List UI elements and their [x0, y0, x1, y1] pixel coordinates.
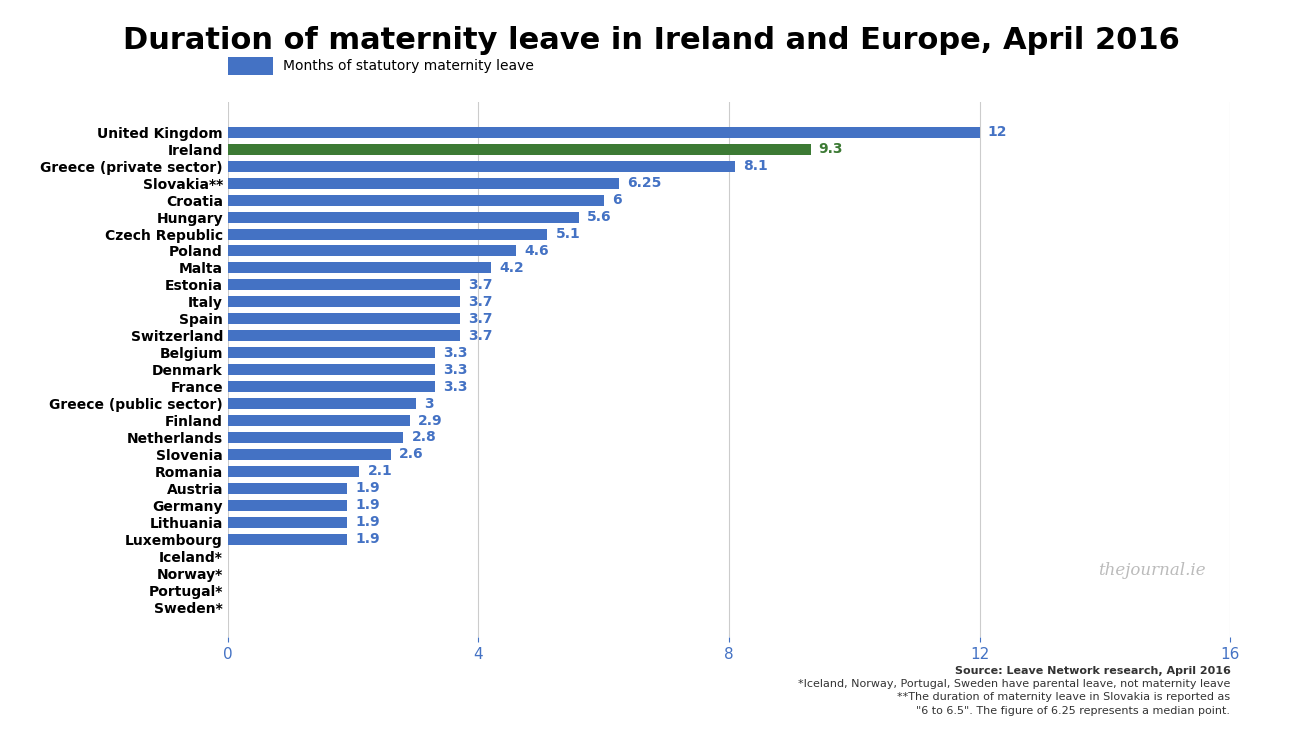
Bar: [228, 228, 547, 239]
Bar: [228, 178, 620, 189]
Text: 4.6: 4.6: [525, 244, 549, 258]
Text: *Iceland, Norway, Portugal, Sweden have parental leave, not maternity leave: *Iceland, Norway, Portugal, Sweden have …: [798, 679, 1230, 690]
Bar: [228, 143, 811, 154]
Bar: [228, 195, 604, 206]
Text: 3.3: 3.3: [443, 346, 467, 359]
Text: 3: 3: [424, 397, 434, 411]
Text: thejournal.ie: thejournal.ie: [1099, 562, 1206, 580]
Text: 4.2: 4.2: [499, 261, 523, 275]
Text: Duration of maternity leave in Ireland and Europe, April 2016: Duration of maternity leave in Ireland a…: [122, 26, 1180, 55]
Text: 5.1: 5.1: [556, 227, 581, 241]
Bar: [228, 449, 391, 460]
Text: 1.9: 1.9: [355, 532, 380, 546]
Text: 1.9: 1.9: [355, 482, 380, 496]
Bar: [228, 415, 410, 426]
Text: 6: 6: [612, 193, 621, 207]
Bar: [228, 534, 346, 545]
Text: **The duration of maternity leave in Slovakia is reported as: **The duration of maternity leave in Slo…: [897, 692, 1230, 703]
Text: 3.7: 3.7: [467, 278, 492, 292]
Bar: [228, 212, 578, 223]
Bar: [228, 517, 346, 528]
Bar: [228, 245, 516, 256]
Text: 2.8: 2.8: [411, 430, 436, 444]
Text: "6 to 6.5". The figure of 6.25 represents a median point.: "6 to 6.5". The figure of 6.25 represent…: [917, 706, 1230, 716]
Text: Source: Leave Network research, April 2016: Source: Leave Network research, April 20…: [954, 666, 1230, 676]
Bar: [228, 127, 980, 138]
Bar: [228, 432, 404, 443]
Bar: [228, 500, 346, 511]
Bar: [228, 280, 460, 291]
Text: 6.25: 6.25: [628, 176, 661, 190]
Bar: [228, 161, 736, 172]
Text: 9.3: 9.3: [819, 142, 844, 156]
Text: 1.9: 1.9: [355, 498, 380, 512]
Text: 5.6: 5.6: [587, 210, 612, 224]
Bar: [228, 313, 460, 324]
Bar: [228, 364, 435, 376]
Bar: [228, 296, 460, 307]
Bar: [228, 381, 435, 392]
Text: 2.6: 2.6: [398, 447, 423, 461]
Bar: [228, 483, 346, 494]
Text: 3.3: 3.3: [443, 380, 467, 394]
Bar: [228, 262, 491, 274]
Bar: [228, 330, 460, 341]
Bar: [228, 347, 435, 358]
Text: 2.1: 2.1: [367, 464, 392, 479]
Text: Months of statutory maternity leave: Months of statutory maternity leave: [283, 59, 534, 73]
Text: 3.7: 3.7: [467, 312, 492, 326]
Text: 3.3: 3.3: [443, 362, 467, 377]
Text: 3.7: 3.7: [467, 329, 492, 343]
Text: 1.9: 1.9: [355, 515, 380, 529]
Text: 2.9: 2.9: [418, 414, 443, 427]
Text: 12: 12: [988, 125, 1008, 139]
Bar: [228, 398, 415, 409]
Text: 8.1: 8.1: [743, 159, 768, 173]
Text: 3.7: 3.7: [467, 295, 492, 309]
Bar: [228, 466, 359, 477]
